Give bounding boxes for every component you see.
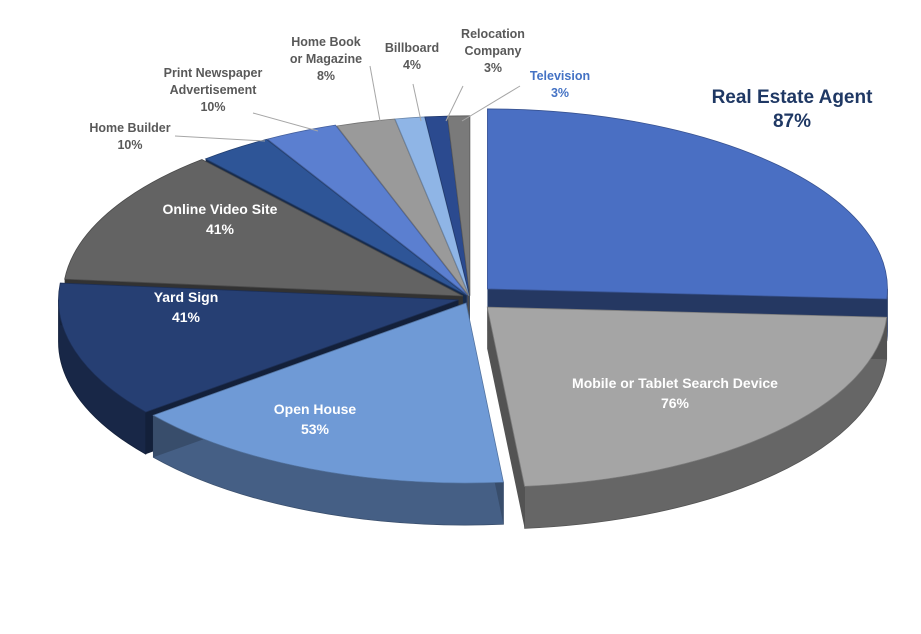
leader-line-billboard	[412, 83, 422, 122]
slice-label-home-book-or-magazine: Home Book or Magazine 8%	[290, 35, 362, 83]
slice-label-print-newspaper-advertisement: Print Newspaper Advertisement 10%	[164, 66, 263, 114]
slice-label-online-video-site: Online Video Site 41%	[163, 201, 278, 237]
slice-label-yard-sign: Yard Sign 41%	[154, 289, 219, 325]
pie-slices	[58, 108, 888, 487]
slice-value-label: 3%	[551, 86, 569, 100]
leader-line-home-builder	[174, 135, 266, 142]
slice-value-label: 76%	[661, 395, 690, 411]
slice-home-builder	[204, 138, 467, 296]
slice-print-newspaper-advertisement	[266, 124, 468, 296]
slice-online-video-site	[64, 159, 464, 297]
slice-home-book-or-magazine	[336, 118, 470, 297]
slice-label-television: Television 3%	[530, 69, 590, 100]
leader-lines	[174, 65, 521, 142]
slice-label-text: Online Video Site	[163, 201, 278, 217]
slice-label-text: Mobile or Tablet Search Device	[572, 375, 778, 391]
leader-line-relocation-company	[445, 85, 464, 122]
slice-label-text: Open House	[274, 401, 357, 417]
slice-yard-sign	[58, 282, 459, 413]
slice-label-text: Yard Sign	[154, 289, 219, 305]
slice-value-label: 3%	[484, 61, 502, 75]
slice-value-label: 41%	[172, 309, 201, 325]
slice-label-text: Real Estate Agent	[712, 87, 874, 108]
slice-value-label: 87%	[773, 111, 811, 132]
slice-labels: Real Estate Agent 87% Mobile or Tablet Sea…	[89, 27, 873, 437]
slice-label-text: Home Builder	[89, 121, 170, 135]
slice-label-open-house: Open House 53%	[274, 401, 357, 437]
slice-label-text: Company	[465, 44, 522, 58]
slice-label-real-estate-agent: Real Estate Agent 87%	[712, 87, 874, 132]
slice-value-label: 10%	[117, 138, 142, 152]
slice-value-label: 53%	[301, 421, 330, 437]
slice-value-label: 8%	[317, 69, 335, 83]
leader-line-television	[461, 85, 521, 122]
slice-label-text: Advertisement	[170, 83, 258, 97]
leader-line-home-book-or-magazine	[369, 65, 381, 122]
slice-value-label: 10%	[200, 100, 225, 114]
slice-label-billboard: Billboard 4%	[385, 41, 439, 72]
slice-label-home-builder: Home Builder 10%	[89, 121, 170, 152]
slice-label-text: or Magazine	[290, 52, 362, 66]
slice-mobile-or-tablet-search-device	[486, 306, 888, 487]
slice-open-house	[152, 302, 504, 484]
slice-label-relocation-company: Relocation Company 3%	[461, 27, 525, 75]
slice-value-label: 41%	[206, 221, 235, 237]
slice-label-text: Television	[530, 69, 590, 83]
slice-real-estate-agent	[487, 108, 888, 300]
leader-line-print-newspaper-advertisement	[252, 112, 319, 132]
slice-label-mobile-or-tablet-search-device: Mobile or Tablet Search Device 76%	[572, 375, 778, 411]
slice-label-text: Billboard	[385, 41, 439, 55]
slice-cut-mobile-or-tablet-search-device-1	[487, 307, 525, 529]
slice-label-text: Print Newspaper	[164, 66, 263, 80]
slice-label-text: Relocation	[461, 27, 525, 41]
slice-label-text: Home Book	[291, 35, 361, 49]
slice-value-label: 4%	[403, 58, 421, 72]
